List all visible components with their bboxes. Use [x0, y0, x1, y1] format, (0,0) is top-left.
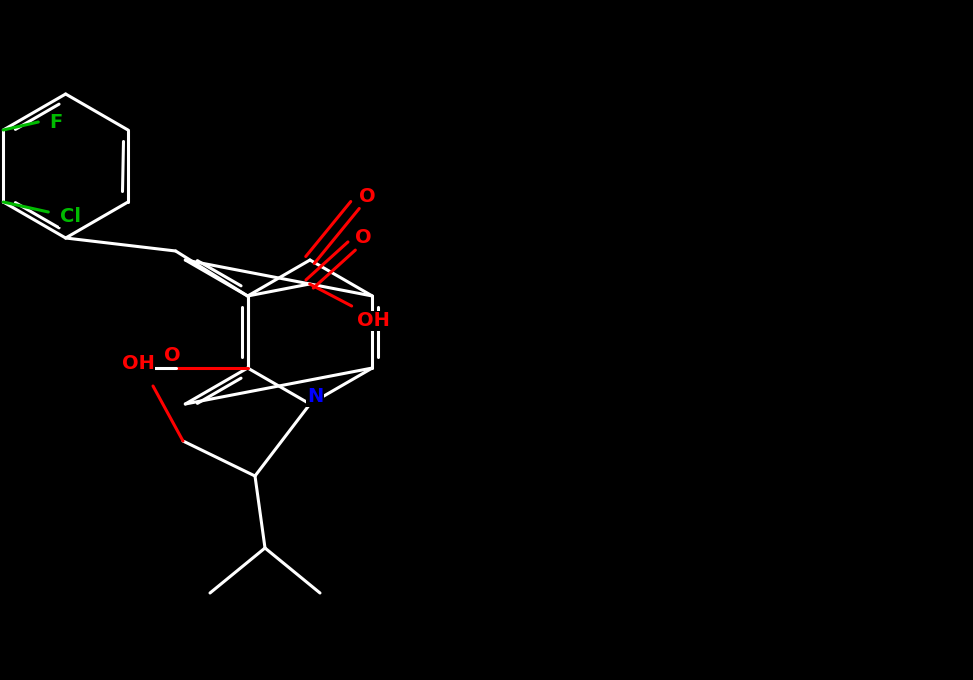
- Text: O: O: [355, 228, 372, 248]
- Text: OH: OH: [357, 311, 390, 330]
- Text: F: F: [50, 112, 63, 131]
- Text: O: O: [359, 188, 376, 207]
- Text: OH: OH: [122, 354, 155, 373]
- Text: N: N: [306, 388, 323, 407]
- Text: Cl: Cl: [59, 207, 81, 226]
- Text: O: O: [164, 347, 181, 365]
